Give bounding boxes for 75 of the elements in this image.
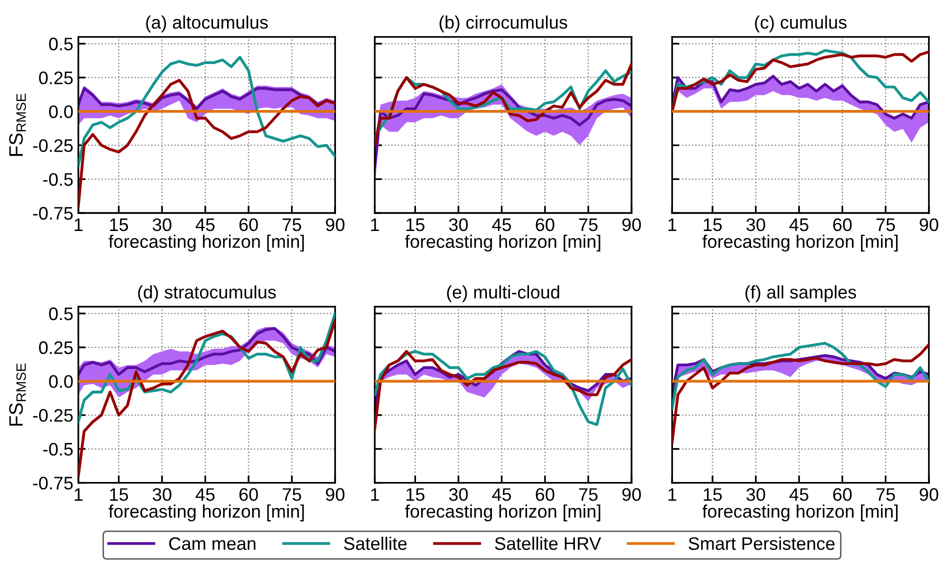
y-tick-label: 0.5 [49, 38, 73, 50]
x-axis-title: forecasting horizon [min] [405, 234, 600, 252]
legend-label: Satellite [344, 536, 407, 550]
chart-title: (f) all samples [745, 285, 856, 302]
y-tick-label: 0.25 [39, 341, 73, 354]
x-tick-label: 15 [110, 218, 128, 232]
line-series [78, 78, 336, 208]
chart-title: (c) cumulus [754, 16, 847, 32]
chart-title: (e) multi-cloud [447, 285, 560, 302]
x-tick-label: 45 [196, 488, 215, 501]
x-tick-label: 1 [668, 218, 676, 231]
x-tick-label: 45 [789, 218, 808, 232]
chart-title: (a) altocumulus [146, 16, 268, 32]
line-series [78, 56, 336, 167]
legend-label: Satellite HRV [494, 536, 602, 550]
x-tick-label: 1 [371, 488, 379, 501]
x-tick-label: 60 [536, 488, 554, 501]
x-tick-label: 60 [833, 488, 852, 501]
x-tick-label: 1 [74, 488, 82, 501]
y-tick-label: -0.5 [43, 173, 73, 186]
x-tick-label: 75 [876, 488, 895, 501]
x-axis-title: forecasting horizon [min] [108, 504, 304, 522]
x-tick-label: 75 [876, 218, 895, 232]
x-axis-title: forecasting horizon [min] [702, 504, 898, 522]
y-tick-label: -0.25 [33, 409, 73, 422]
x-tick-label: 45 [492, 488, 511, 501]
x-tick-label: 30 [449, 218, 468, 232]
x-tick-label: 60 [239, 218, 258, 232]
x-axis-title: forecasting horizon [min] [702, 234, 898, 252]
x-tick-label: 1 [74, 218, 82, 231]
y-tick-label: -0.25 [33, 139, 73, 152]
x-tick-label: 15 [110, 488, 128, 501]
x-tick-label: 30 [746, 488, 766, 501]
x-tick-label: 15 [406, 218, 424, 232]
x-tick-label: 30 [152, 218, 172, 232]
x-tick-label: 45 [196, 218, 215, 232]
x-tick-label: 90 [326, 488, 344, 501]
x-tick-label: 15 [704, 218, 722, 232]
x-axis-title: forecasting horizon [min] [108, 234, 304, 252]
x-tick-label: 1 [668, 488, 676, 501]
legend-label: Smart Persistence [688, 536, 835, 550]
y-axis-title: FS$_{RMSE}$ [9, 94, 26, 156]
x-tick-label: 30 [746, 218, 766, 232]
x-tick-label: 15 [704, 488, 722, 501]
x-tick-label: 45 [789, 488, 808, 501]
y-tick-label: 0.0 [49, 105, 73, 118]
x-tick-label: 75 [579, 488, 598, 501]
x-tick-label: 90 [920, 488, 938, 501]
x-tick-label: 45 [492, 218, 511, 232]
y-axis-title: FS$_{RMSE}$ [9, 363, 26, 426]
x-tick-label: 30 [449, 488, 468, 501]
y-tick-label: 0.5 [49, 307, 73, 320]
chart-title: (d) stratocumulus [138, 285, 276, 302]
x-tick-label: 90 [622, 488, 641, 501]
legend-label: Cam mean [169, 537, 256, 550]
x-tick-label: 30 [152, 488, 172, 501]
x-tick-label: 75 [282, 488, 302, 501]
y-tick-label: 0.25 [39, 71, 73, 84]
x-tick-label: 90 [920, 218, 938, 232]
x-tick-label: 15 [406, 488, 424, 501]
x-axis-title: forecasting horizon [min] [405, 504, 600, 522]
y-tick-label: 0.0 [49, 375, 73, 388]
y-tick-label: -0.5 [43, 442, 73, 456]
chart-title: (b) cirrocumulus [440, 16, 568, 32]
line-series [78, 318, 336, 478]
x-tick-label: 1 [371, 218, 379, 231]
y-tick-label: -0.75 [33, 476, 73, 490]
x-tick-label: 75 [282, 218, 302, 232]
x-tick-label: 90 [622, 218, 641, 232]
x-tick-label: 75 [579, 218, 598, 232]
x-tick-label: 60 [239, 488, 258, 501]
y-tick-label: -0.75 [33, 206, 73, 220]
x-tick-label: 60 [833, 218, 852, 232]
x-tick-label: 90 [326, 218, 344, 232]
x-tick-label: 60 [536, 218, 554, 232]
